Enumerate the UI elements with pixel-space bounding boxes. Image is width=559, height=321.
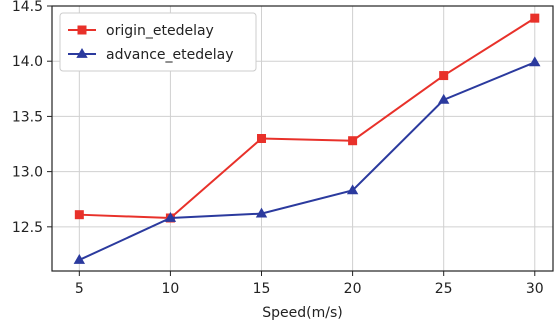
x-tick-label: 25: [435, 281, 453, 297]
series-line: [79, 17, 536, 220]
x-tick-label: 5: [75, 281, 84, 297]
legend-marker: [77, 25, 87, 35]
legend-marker: [76, 48, 88, 58]
x-axis-label: Speed(m/s): [262, 305, 342, 321]
legend-entry: advance_etedelay: [68, 47, 233, 63]
data-point: [439, 71, 449, 81]
data-point: [257, 134, 267, 143]
data-point: [73, 253, 86, 264]
data-point: [74, 210, 84, 220]
x-tick-label: 20: [344, 281, 362, 297]
legend-entry: origin_etedelay: [68, 23, 214, 39]
legend-entries: origin_etedelay advance_etedelay: [68, 23, 233, 63]
series-layer: [73, 13, 541, 264]
legend-box: [59, 12, 257, 72]
legend-label: origin_etedelay: [106, 23, 214, 39]
legend-label: advance_etedelay: [106, 47, 233, 63]
x-tick-label: 15: [253, 281, 271, 297]
y-tick-label: 12.5: [12, 220, 43, 236]
y-tick-label: 13.0: [12, 165, 43, 181]
data-point: [348, 136, 358, 146]
data-point: [530, 13, 540, 23]
data-point: [164, 212, 177, 222]
x-tick-label: 30: [526, 281, 544, 297]
x-tick-label: 10: [162, 281, 180, 297]
data-point: [529, 56, 541, 67]
data-point: [437, 93, 450, 104]
series-line: [78, 61, 536, 261]
plot-frame: [51, 5, 554, 272]
y-tick-label: 14.0: [12, 54, 43, 70]
y-tick-label: 13.5: [12, 109, 43, 125]
tick-layer: 5 10 15 20 25 30 12.5 13.0 13.5 14.0 14.5: [12, 0, 544, 297]
y-tick-label: 14.5: [12, 0, 43, 15]
data-point: [346, 184, 359, 195]
series-advance-etedelay: [73, 56, 541, 264]
legend: origin_etedelay advance_etedelay: [59, 12, 257, 72]
data-point: [255, 207, 268, 218]
